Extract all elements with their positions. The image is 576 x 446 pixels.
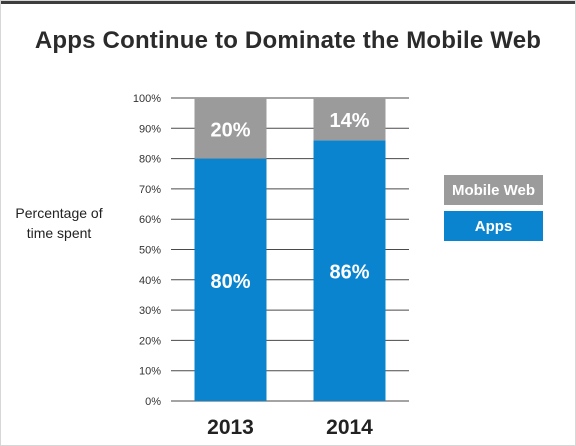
y-tick-label: 30% (139, 305, 161, 317)
legend-item-mobile-web: Mobile Web (444, 175, 543, 205)
y-tick-label: 40% (139, 275, 161, 287)
top-border (1, 1, 575, 4)
chart-title: Apps Continue to Dominate the Mobile Web (34, 27, 542, 54)
data-label: 14% (329, 110, 369, 132)
y-tick-label: 60% (139, 214, 161, 226)
y-tick-label: 20% (139, 335, 161, 347)
x-tick-label: 2014 (326, 416, 373, 439)
bar-segment (313, 98, 386, 141)
legend-item-apps: Apps (444, 211, 543, 241)
bar-segment (194, 158, 267, 401)
y-tick-label: 70% (139, 184, 161, 196)
bar-segment (313, 140, 386, 402)
y-tick-label: 50% (139, 245, 161, 257)
y-tick-label: 10% (139, 366, 161, 378)
legend-label-mobile-web: Mobile Web (451, 181, 536, 199)
y-tick-label: 100% (133, 93, 161, 105)
legend-label-apps: Apps (474, 217, 513, 235)
y-tick-label: 0% (145, 396, 161, 408)
y-tick-label: 80% (139, 154, 161, 166)
y-tick-label: 90% (139, 123, 161, 135)
bar-segment (194, 98, 267, 159)
data-label: 86% (329, 262, 369, 284)
y-axis-label: Percentage of time spent (15, 205, 103, 241)
data-label: 20% (210, 119, 250, 141)
data-label: 80% (210, 271, 250, 293)
x-tick-label: 2013 (207, 416, 254, 439)
